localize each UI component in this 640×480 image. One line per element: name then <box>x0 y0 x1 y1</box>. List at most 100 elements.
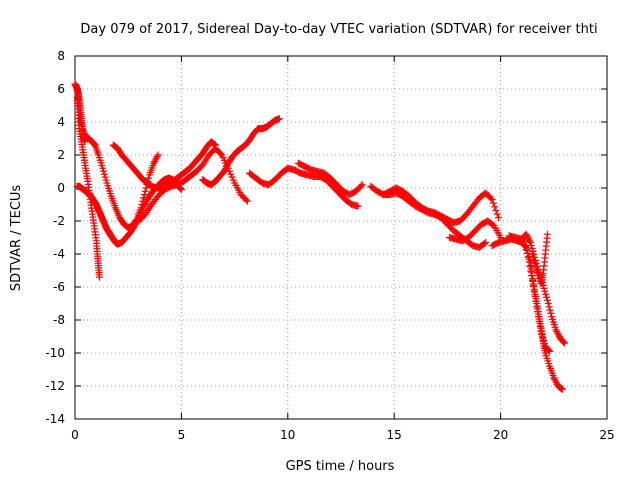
data-point <box>153 153 161 161</box>
data-point <box>138 201 146 208</box>
data-point <box>529 282 537 290</box>
data-point <box>488 196 496 204</box>
y-tick-label: 8 <box>57 49 65 63</box>
data-point <box>217 150 225 158</box>
data-point <box>99 164 107 172</box>
data-point <box>137 204 145 212</box>
series-arc-12 <box>380 184 502 227</box>
data-point <box>547 309 555 317</box>
data-point <box>531 292 539 300</box>
axis-ticks: 0 5 10 15 20 25 -14 -12 -10 -8 -6 -4 -2 0 2 4 6 8 <box>45 49 614 442</box>
data-point <box>523 249 531 257</box>
y-tick-label: 6 <box>57 82 65 96</box>
data-point <box>480 239 488 247</box>
series-arc-13 <box>446 217 505 245</box>
data-point <box>526 263 534 271</box>
data-point <box>526 238 534 246</box>
y-tick-label: 2 <box>57 148 65 162</box>
data-point <box>530 257 538 265</box>
data-point <box>222 164 230 172</box>
data-point <box>530 287 538 295</box>
data-point <box>140 191 148 199</box>
data-point <box>154 151 162 159</box>
data-point <box>546 306 554 314</box>
data-point <box>551 375 559 383</box>
data-point <box>525 235 533 243</box>
y-tick-label: -6 <box>53 280 65 294</box>
data-point <box>553 328 561 336</box>
data-point <box>529 253 537 261</box>
data-point <box>522 241 530 249</box>
data-point <box>492 206 500 214</box>
data-point <box>101 173 109 181</box>
x-tick-label: 20 <box>493 428 508 442</box>
data-point <box>102 176 110 184</box>
data-point <box>539 333 547 341</box>
data-point <box>525 258 533 266</box>
series-arc-8 <box>199 115 283 189</box>
data-point <box>538 331 546 339</box>
chart-title: Day 079 of 2017, Sidereal Day-to-day VTE… <box>80 22 597 37</box>
series-arc-5 <box>75 111 162 232</box>
data-point <box>527 267 535 275</box>
y-tick-label: -4 <box>53 247 65 261</box>
data-point <box>223 161 231 169</box>
data-point <box>542 290 550 298</box>
data-point <box>482 238 490 246</box>
data-point <box>79 126 87 134</box>
data-point <box>523 232 531 240</box>
data-point <box>152 154 160 162</box>
data-point <box>543 293 551 301</box>
series-arc-3 <box>73 182 122 248</box>
data-point <box>552 379 560 387</box>
data-point <box>357 182 365 190</box>
data-point <box>540 284 548 292</box>
data-point <box>210 140 218 148</box>
series-arc-15 <box>505 230 568 347</box>
data-point <box>554 331 562 339</box>
data-point <box>529 276 537 284</box>
data-point <box>544 300 552 307</box>
plot-frame <box>74 55 608 420</box>
y-tick-label: -10 <box>45 346 65 360</box>
data-point <box>229 176 237 184</box>
y-tick-label: -8 <box>53 313 65 327</box>
data-point <box>151 158 159 166</box>
data-point <box>540 339 548 347</box>
data-point <box>533 303 541 311</box>
data-point <box>100 170 108 178</box>
data-point <box>151 156 159 164</box>
y-tick-label: -12 <box>45 379 65 393</box>
data-point <box>543 230 551 238</box>
data-point <box>532 298 540 306</box>
data-point <box>523 245 531 253</box>
y-tick-label: -14 <box>45 412 65 426</box>
data-point <box>227 170 235 178</box>
data-point <box>558 385 566 393</box>
data-point <box>487 194 495 202</box>
data-point <box>534 313 542 321</box>
data-point <box>493 210 501 218</box>
data-point <box>521 237 529 245</box>
data-point <box>354 202 362 210</box>
data-point <box>557 384 565 392</box>
data-point <box>560 339 568 347</box>
data-point <box>546 347 554 355</box>
series-arc-9 <box>245 164 362 210</box>
data-point <box>489 199 497 207</box>
data-point <box>545 346 553 354</box>
x-axis-label: GPS time / hours <box>286 459 395 474</box>
data-point <box>220 168 228 175</box>
data-point <box>520 234 528 241</box>
data-point <box>150 159 158 167</box>
data-point <box>560 338 568 346</box>
data-point <box>552 326 560 334</box>
data-point <box>221 166 229 174</box>
x-tick-label: 0 <box>71 428 79 442</box>
data-point <box>550 374 558 382</box>
data-point <box>358 181 366 189</box>
series-arc-17 <box>529 230 551 288</box>
data-point <box>540 336 548 344</box>
data-point <box>532 263 540 271</box>
